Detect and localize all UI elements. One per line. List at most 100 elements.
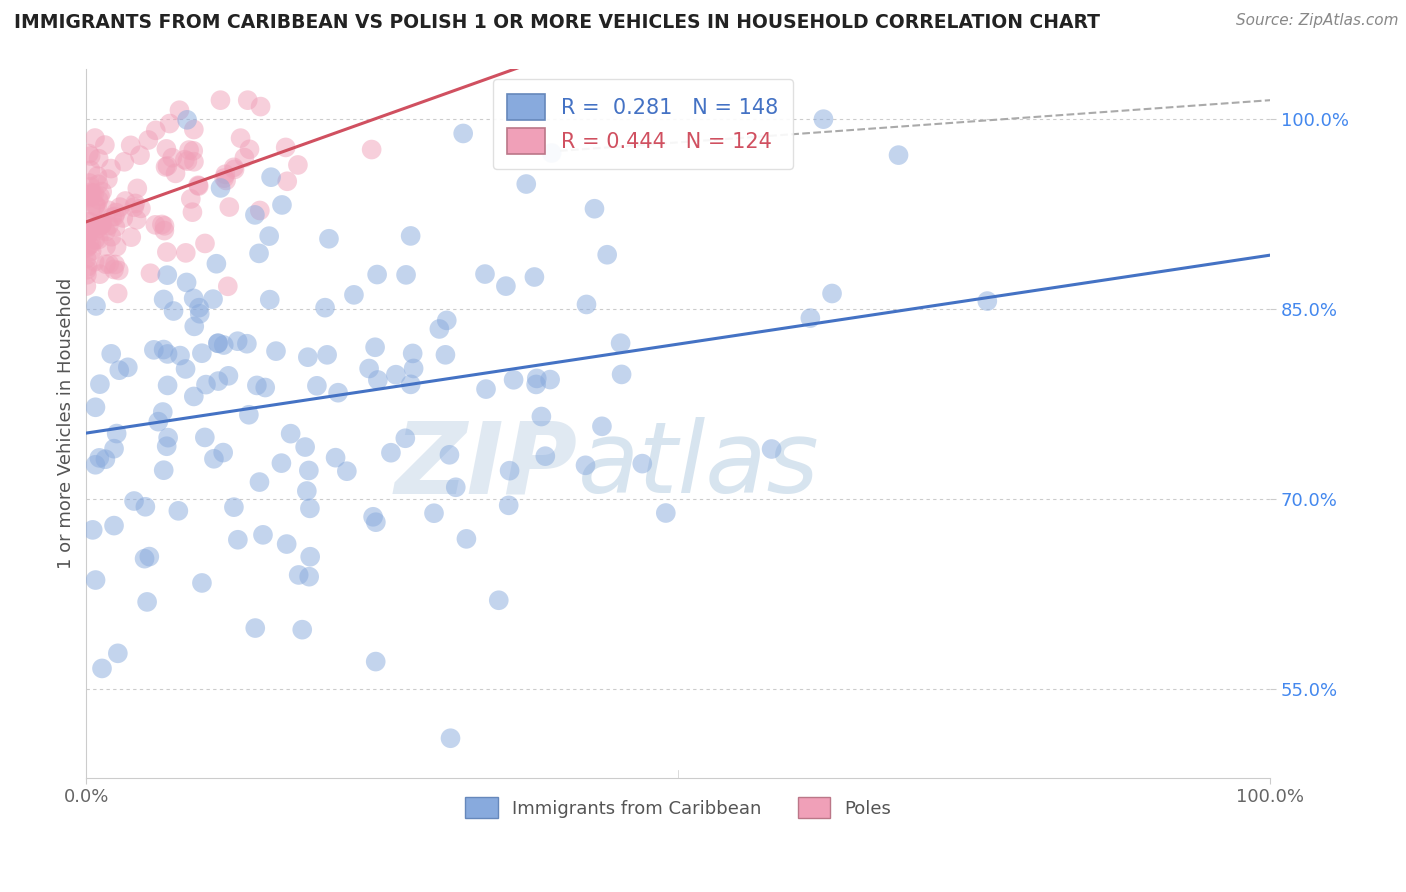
Point <box>138 133 160 147</box>
Point <box>366 268 388 282</box>
Point <box>86 169 108 183</box>
Point <box>212 445 235 459</box>
Point <box>183 154 205 169</box>
Point <box>100 161 122 176</box>
Point <box>360 143 382 157</box>
Point <box>127 181 149 195</box>
Point <box>249 203 271 218</box>
Point <box>238 142 260 156</box>
Point <box>236 93 259 107</box>
Point <box>79 176 101 190</box>
Point <box>259 293 281 307</box>
Point <box>107 646 129 660</box>
Point <box>655 506 678 520</box>
Point <box>385 368 408 382</box>
Point <box>169 103 191 118</box>
Point <box>160 151 183 165</box>
Point <box>399 377 422 392</box>
Point <box>326 385 349 400</box>
Point <box>238 408 260 422</box>
Point <box>367 373 389 387</box>
Point <box>287 158 309 172</box>
Point <box>77 223 100 237</box>
Point <box>222 161 245 175</box>
Point <box>436 313 458 327</box>
Text: IMMIGRANTS FROM CARIBBEAN VS POLISH 1 OR MORE VEHICLES IN HOUSEHOLD CORRELATION : IMMIGRANTS FROM CARIBBEAN VS POLISH 1 OR… <box>14 13 1099 32</box>
Point <box>97 219 120 233</box>
Point <box>108 200 131 214</box>
Point <box>75 232 97 246</box>
Point <box>526 371 548 385</box>
Point <box>138 549 160 564</box>
Point <box>152 405 174 419</box>
Point <box>534 449 557 463</box>
Point <box>336 464 359 478</box>
Point <box>120 230 142 244</box>
Point <box>148 415 170 429</box>
Point <box>280 426 302 441</box>
Point <box>475 382 498 396</box>
Point <box>79 187 101 202</box>
Point <box>134 500 156 514</box>
Point <box>89 450 111 465</box>
Point <box>94 452 117 467</box>
Point <box>76 215 98 229</box>
Point <box>129 202 152 216</box>
Point <box>254 380 277 394</box>
Point <box>177 143 200 157</box>
Point <box>165 166 187 180</box>
Point <box>152 463 174 477</box>
Point <box>174 245 197 260</box>
Point <box>246 378 269 392</box>
Point <box>394 431 416 445</box>
Point <box>474 267 496 281</box>
Point <box>183 389 205 403</box>
Point <box>887 148 910 162</box>
Point <box>276 174 298 188</box>
Point <box>94 257 117 271</box>
Point <box>86 200 108 214</box>
Point <box>427 322 450 336</box>
Point <box>515 177 537 191</box>
Point <box>122 200 145 214</box>
Point <box>212 338 235 352</box>
Point <box>79 191 101 205</box>
Point <box>202 292 225 306</box>
Point <box>82 186 104 201</box>
Point <box>76 268 98 282</box>
Point <box>380 446 402 460</box>
Point <box>76 252 98 266</box>
Point <box>108 363 131 377</box>
Point <box>205 257 228 271</box>
Point <box>299 549 322 564</box>
Point <box>114 194 136 208</box>
Point <box>94 224 117 238</box>
Point <box>191 346 214 360</box>
Point <box>498 464 520 478</box>
Point <box>209 181 232 195</box>
Point <box>498 498 520 512</box>
Point <box>117 360 139 375</box>
Point <box>157 431 180 445</box>
Legend: Immigrants from Caribbean, Poles: Immigrants from Caribbean, Poles <box>458 790 898 825</box>
Point <box>257 229 280 244</box>
Point <box>107 263 129 277</box>
Point <box>152 343 174 357</box>
Point <box>84 401 107 415</box>
Point <box>402 346 425 360</box>
Point <box>226 533 249 547</box>
Point <box>84 131 107 145</box>
Point <box>451 127 474 141</box>
Point <box>274 140 297 154</box>
Point <box>609 336 631 351</box>
Point <box>252 528 274 542</box>
Point <box>218 200 240 214</box>
Point <box>84 198 107 212</box>
Point <box>188 307 211 321</box>
Point <box>94 138 117 153</box>
Point <box>89 267 111 281</box>
Point <box>80 186 103 200</box>
Point <box>176 276 198 290</box>
Point <box>214 167 236 181</box>
Point <box>249 475 271 489</box>
